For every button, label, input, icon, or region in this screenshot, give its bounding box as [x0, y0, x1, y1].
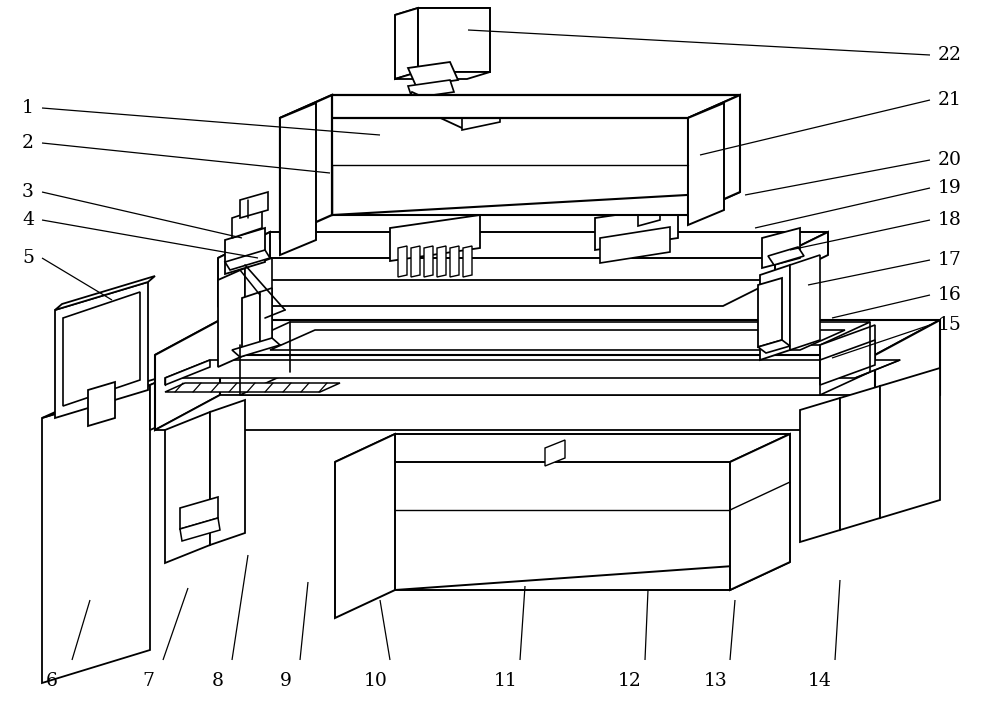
Polygon shape	[411, 246, 420, 277]
Polygon shape	[232, 208, 262, 238]
Polygon shape	[270, 330, 845, 350]
Polygon shape	[240, 322, 870, 345]
Text: 4: 4	[22, 211, 34, 229]
Polygon shape	[418, 8, 490, 72]
Text: 6: 6	[46, 672, 58, 690]
Text: 14: 14	[808, 672, 832, 690]
Polygon shape	[450, 246, 459, 277]
Polygon shape	[758, 340, 790, 353]
Text: 15: 15	[938, 316, 962, 334]
Polygon shape	[775, 232, 828, 281]
Text: 8: 8	[212, 672, 224, 690]
Polygon shape	[63, 292, 140, 406]
Polygon shape	[462, 110, 500, 130]
Polygon shape	[395, 8, 418, 79]
Polygon shape	[800, 398, 840, 542]
Text: 2: 2	[22, 134, 34, 152]
Polygon shape	[762, 228, 800, 268]
Polygon shape	[463, 246, 472, 277]
Polygon shape	[218, 280, 775, 306]
Polygon shape	[335, 434, 395, 618]
Polygon shape	[165, 383, 340, 392]
Polygon shape	[332, 192, 740, 215]
Text: 9: 9	[280, 672, 292, 690]
Polygon shape	[240, 372, 870, 395]
Polygon shape	[408, 62, 458, 86]
Polygon shape	[545, 440, 565, 466]
Text: 1: 1	[22, 99, 34, 117]
Polygon shape	[600, 227, 670, 263]
Text: 16: 16	[938, 286, 962, 304]
Polygon shape	[240, 192, 268, 218]
Polygon shape	[395, 562, 790, 590]
Text: 20: 20	[938, 151, 962, 169]
Text: 22: 22	[938, 46, 962, 64]
Polygon shape	[218, 232, 828, 258]
Polygon shape	[768, 247, 804, 265]
Text: 11: 11	[494, 672, 518, 690]
Polygon shape	[398, 246, 407, 277]
Polygon shape	[42, 385, 150, 683]
Polygon shape	[595, 206, 678, 250]
Polygon shape	[280, 95, 740, 118]
Polygon shape	[55, 282, 148, 418]
Polygon shape	[820, 340, 875, 385]
Polygon shape	[242, 292, 260, 356]
Text: 7: 7	[142, 672, 154, 690]
Polygon shape	[840, 386, 880, 530]
Polygon shape	[155, 320, 220, 430]
Polygon shape	[875, 320, 940, 430]
Polygon shape	[210, 400, 245, 545]
Text: 18: 18	[938, 211, 962, 229]
Polygon shape	[155, 395, 875, 430]
Polygon shape	[688, 103, 724, 225]
Polygon shape	[424, 246, 433, 277]
Polygon shape	[390, 215, 480, 261]
Polygon shape	[155, 320, 940, 355]
Polygon shape	[437, 246, 446, 277]
Polygon shape	[730, 434, 790, 590]
Polygon shape	[165, 360, 900, 378]
Polygon shape	[280, 95, 332, 238]
Polygon shape	[260, 288, 272, 344]
Polygon shape	[225, 250, 270, 270]
Polygon shape	[218, 232, 270, 306]
Polygon shape	[88, 382, 115, 426]
Text: 10: 10	[364, 672, 388, 690]
Polygon shape	[165, 360, 210, 385]
Polygon shape	[335, 434, 790, 462]
Polygon shape	[395, 8, 490, 15]
Polygon shape	[55, 276, 155, 310]
Polygon shape	[760, 265, 790, 360]
Polygon shape	[218, 268, 245, 367]
Text: 13: 13	[704, 672, 728, 690]
Polygon shape	[758, 278, 782, 347]
Text: 3: 3	[22, 183, 34, 201]
Polygon shape	[688, 95, 740, 215]
Polygon shape	[42, 370, 185, 418]
Polygon shape	[406, 92, 468, 128]
Polygon shape	[790, 255, 820, 350]
Text: 5: 5	[22, 249, 34, 267]
Polygon shape	[820, 325, 875, 380]
Text: 21: 21	[938, 91, 962, 109]
Polygon shape	[180, 518, 220, 541]
Polygon shape	[180, 497, 218, 529]
Text: 19: 19	[938, 179, 962, 197]
Text: 17: 17	[938, 251, 962, 269]
Polygon shape	[395, 72, 490, 79]
Polygon shape	[280, 103, 316, 255]
Polygon shape	[245, 258, 272, 355]
Polygon shape	[150, 370, 185, 430]
Polygon shape	[165, 412, 210, 563]
Polygon shape	[225, 228, 265, 274]
Polygon shape	[638, 199, 660, 226]
Polygon shape	[408, 80, 454, 98]
Polygon shape	[880, 368, 940, 518]
Polygon shape	[232, 338, 280, 357]
Text: 12: 12	[618, 672, 642, 690]
